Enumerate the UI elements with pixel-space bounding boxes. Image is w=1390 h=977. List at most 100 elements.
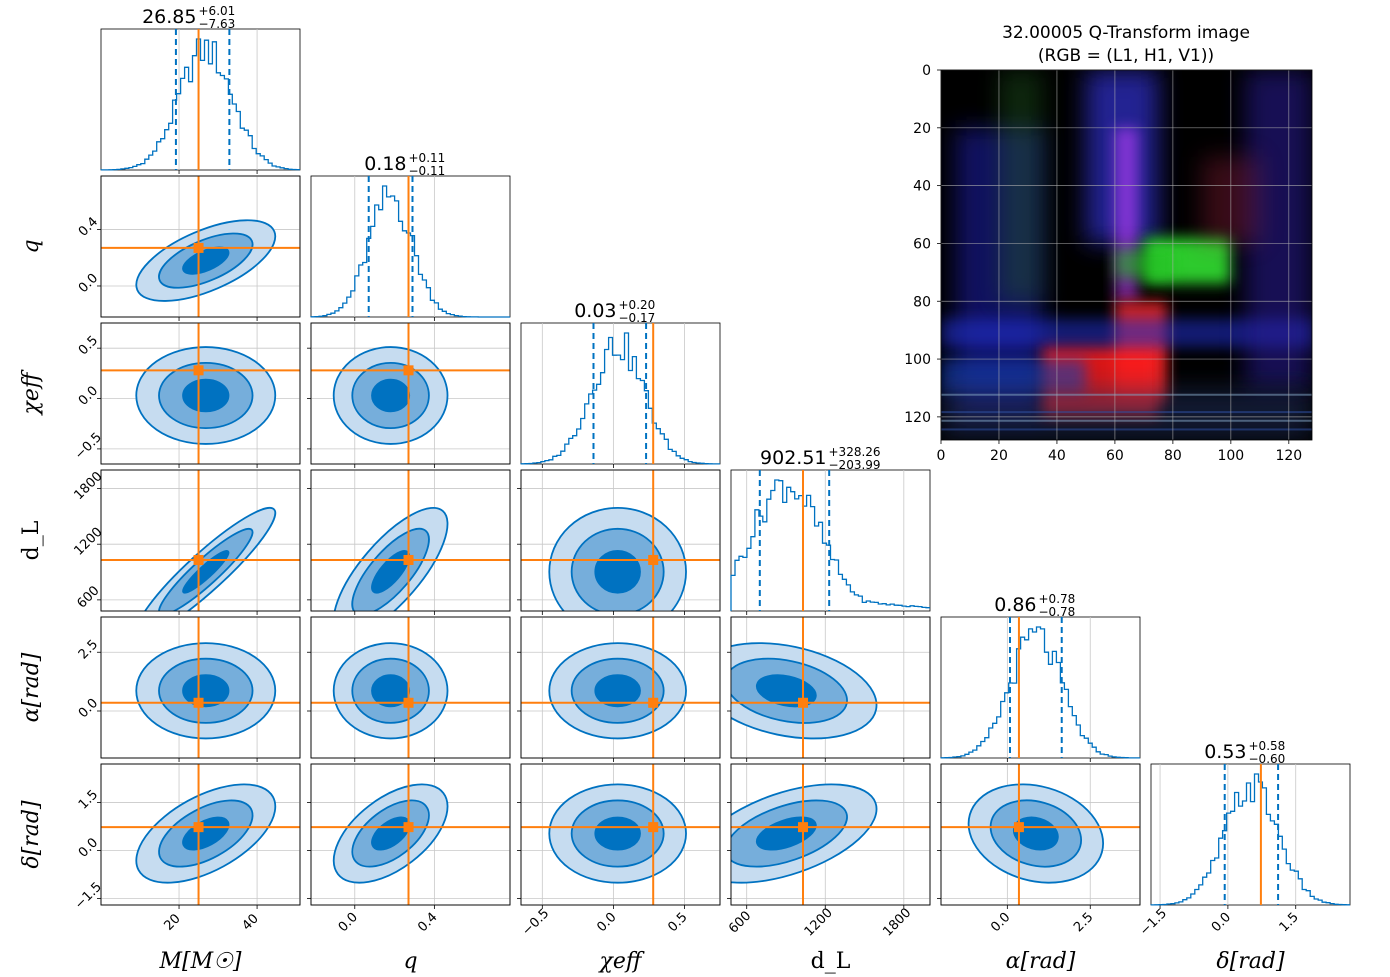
x-axis-label: d_L xyxy=(811,949,851,974)
contour-level-3 xyxy=(182,378,230,413)
histogram-steps xyxy=(520,332,720,465)
x-tick-label: 1200 xyxy=(802,906,836,940)
image-x-tick-label: 100 xyxy=(1217,448,1244,464)
y-tick-label: 0.4 xyxy=(76,214,101,239)
contour-chi-vs-mc: −0.5 0.0 0.5 χeff xyxy=(19,322,301,468)
image-frame xyxy=(940,69,1313,441)
x-tick-label: 0.0 xyxy=(988,910,1013,935)
image-streak xyxy=(941,428,1312,431)
panel-frame-top xyxy=(730,763,931,906)
image-y-tick-label: 100 xyxy=(904,352,931,368)
image-y-tick-label: 0 xyxy=(922,63,931,79)
histogram-steps xyxy=(730,479,930,611)
image-blob xyxy=(1114,249,1173,279)
image-title-line2: (RGB = (L1, H1, V1)) xyxy=(1038,46,1214,66)
panel-frame-top xyxy=(100,616,301,759)
contour-levels xyxy=(311,617,510,758)
contour-levels xyxy=(311,764,510,905)
image-y-tick-label: 80 xyxy=(913,294,931,310)
y-axis-label: δ[rad] xyxy=(19,800,44,869)
image-x-tick-label: 80 xyxy=(1164,448,1182,464)
histogram-steps xyxy=(940,626,1140,759)
contour-ra-vs-chi xyxy=(517,616,721,762)
y-tick-label: 0.5 xyxy=(76,333,101,358)
image-x-tick-label: 60 xyxy=(1106,448,1124,464)
y-tick-label: 600 xyxy=(74,583,102,611)
contour-chi-vs-q xyxy=(307,322,511,468)
y-tick-label: 1200 xyxy=(72,525,106,559)
histogram-q: 0.18 +0.11−0.11 xyxy=(310,151,511,321)
marginal-title-value: 0.18 xyxy=(364,153,406,175)
x-tick-label: 40 xyxy=(239,911,261,933)
panel-frame-top xyxy=(100,322,301,465)
marginal-title-plus: +0.11 xyxy=(409,151,446,165)
marginal-title-value: 0.03 xyxy=(574,300,616,322)
contour-levels xyxy=(521,617,720,758)
panel-frame-top xyxy=(310,763,511,906)
contour-q-vs-mc: 0.0 0.4 q xyxy=(19,175,301,321)
contour-dl-vs-mc: 600 1200 1800 d_L xyxy=(19,469,301,615)
contour-levels xyxy=(521,470,720,611)
marginal-title-minus: −0.11 xyxy=(409,164,446,178)
truth-marker xyxy=(193,242,204,253)
truth-marker xyxy=(1013,822,1024,833)
y-tick-label: 1.5 xyxy=(76,787,101,812)
contour-level-3 xyxy=(594,816,641,851)
contour-levels xyxy=(731,764,930,905)
contour-level-3 xyxy=(594,674,641,708)
image-streak xyxy=(941,419,1312,422)
image-y-tick-label: 60 xyxy=(913,236,931,252)
panel-frame-top xyxy=(310,469,511,612)
image-y-tick-label: 40 xyxy=(913,179,931,195)
x-axis-label: M[M☉] xyxy=(159,949,242,974)
contour-levels xyxy=(101,470,300,611)
marginal-title-plus: +0.78 xyxy=(1039,592,1076,606)
x-axis-label: q xyxy=(403,949,417,974)
contour-level-3 xyxy=(371,378,411,413)
y-axis-label: χeff xyxy=(19,369,44,416)
x-tick-label: −1.5 xyxy=(1137,906,1170,939)
histogram-steps xyxy=(1150,773,1350,906)
image-y-tick-label: 120 xyxy=(904,410,931,426)
x-tick-label: 2.5 xyxy=(1071,910,1096,935)
truth-marker xyxy=(648,822,659,833)
marginal-title-minus: −203.99 xyxy=(829,458,881,472)
truth-marker xyxy=(193,365,204,376)
contour-ra-vs-q xyxy=(307,616,511,762)
x-tick-label: 1.5 xyxy=(1277,910,1302,935)
x-tick-label: 0.4 xyxy=(415,910,440,935)
image-blob xyxy=(941,387,1312,440)
x-axis-label: α[rad] xyxy=(1006,949,1076,974)
truth-marker xyxy=(193,554,204,565)
marginal-title-value: 902.51 xyxy=(760,447,826,469)
contour-levels xyxy=(101,764,300,905)
image-x-tick-label: 0 xyxy=(937,448,946,464)
y-axis-label: d_L xyxy=(19,520,44,560)
x-tick-label: 0.0 xyxy=(336,910,361,935)
y-tick-label: −1.5 xyxy=(72,880,105,913)
panel-frame-top xyxy=(100,763,301,906)
marginal-title-minus: −0.17 xyxy=(619,311,656,325)
marginal-title-plus: +6.01 xyxy=(199,4,236,18)
contour-levels xyxy=(101,323,300,464)
contour-dec-vs-chi: −0.5 0.0 0.5 χeff xyxy=(517,763,721,974)
image-x-tick-label: 40 xyxy=(1048,448,1066,464)
panel-frame-top xyxy=(310,322,511,465)
x-axis-label: χeff xyxy=(598,949,645,974)
truth-marker xyxy=(798,822,809,833)
marginal-title-value: 0.53 xyxy=(1204,741,1246,763)
image-streak xyxy=(941,393,1312,396)
contour-levels xyxy=(731,617,930,758)
histogram-ra: 0.86 +0.78−0.78 xyxy=(940,592,1141,762)
marginal-title-plus: +0.20 xyxy=(619,298,656,312)
histogram-steps xyxy=(310,185,510,318)
y-tick-label: 0.0 xyxy=(76,383,101,408)
contour-level-3 xyxy=(594,550,641,594)
contour-level-3 xyxy=(182,674,230,708)
panel-frame-top xyxy=(520,616,721,759)
contour-levels xyxy=(101,617,300,758)
contour-dl-vs-q xyxy=(307,469,511,615)
panel-frame-top xyxy=(940,763,1141,906)
contour-dec-vs-q: 0.0 0.4 q xyxy=(307,763,511,974)
